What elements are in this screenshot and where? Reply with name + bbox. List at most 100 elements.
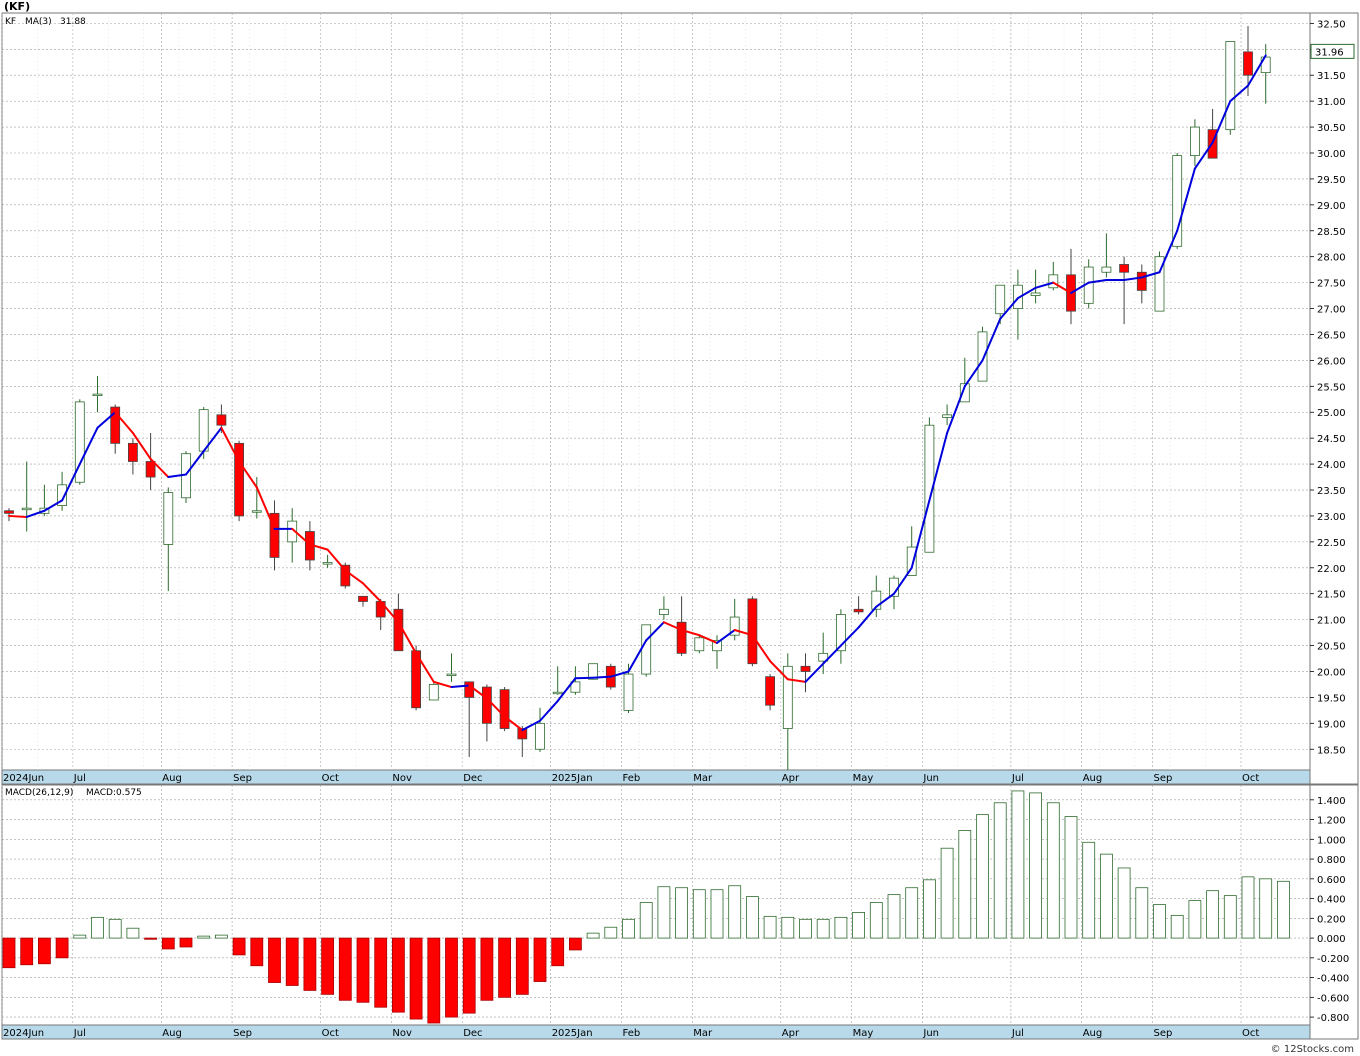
legend-macd: MACD(26,12,9) [5,788,73,798]
macd-bar [356,937,370,1003]
candle-body [234,442,245,517]
macd-tick-label: -0.800 [1317,1013,1349,1024]
ma-segment [1211,100,1232,144]
macd-bar [515,937,529,995]
macd-bar [338,937,352,1001]
macd-bar [887,894,901,939]
price-tick-label: 21.00 [1317,616,1346,627]
ma-segment [1229,84,1249,103]
candle-body [1048,274,1059,289]
candle-body [322,562,333,565]
candle-body [906,546,917,576]
macd-bar [126,927,140,939]
macd-bar [498,937,512,998]
candle-body [1119,264,1129,273]
candle-body [446,673,457,676]
axes: 32.5032.0031.5031.0030.5030.0029.5029.00… [3,19,1355,1039]
ma-segment [539,700,559,722]
candle-body [198,409,209,452]
date-label: Oct [1242,773,1259,784]
price-tick-label: 21.50 [1317,590,1346,601]
ma-segment [662,621,683,632]
macd-bar [374,937,388,1008]
macd-date-label: Aug [162,1028,182,1039]
ma-segment [1140,271,1161,279]
ma-segment [397,621,418,655]
macd-bar [391,937,405,1013]
macd-bar [144,937,158,940]
candle-body [517,728,528,740]
macd-tick-label: 1.000 [1317,835,1346,846]
macd-date-label: Jul [1011,1028,1024,1039]
ma-segment [503,715,524,732]
price-tick-label: 31.50 [1317,71,1346,82]
price-axis-panel [1309,12,1359,785]
macd-bar [321,937,335,995]
ma-segment [1176,167,1196,232]
ma-segment [716,629,736,644]
macd-bar [816,918,830,939]
date-label: Oct [322,773,339,784]
candle-body [712,639,722,652]
candle-body [1172,155,1183,247]
macd-tick-label: -0.600 [1317,993,1349,1004]
date-label: Aug [1083,773,1103,784]
ma-segment [928,431,949,502]
macd-bar [675,887,688,939]
candle-body [74,401,85,483]
macd-date-label: 2024Jun [3,1028,44,1039]
ma-segment [627,639,648,673]
date-label: Feb [623,773,641,784]
ma-segment [220,426,241,463]
ma-segment [1158,229,1179,274]
macd-tick-label: 0.200 [1317,914,1346,925]
macd-bar [214,934,228,939]
candlesticks [4,25,1271,770]
ma-segment [202,426,223,453]
ma-segment [43,499,64,512]
price-tick-label: 19.00 [1317,719,1346,730]
macd-bar [179,937,193,948]
macd-tick-label: 0.800 [1317,855,1346,866]
candle-body [942,414,952,418]
ma-segment [185,450,205,476]
macd-bar [285,937,299,986]
price-tick-label: 31.00 [1317,97,1346,108]
ma-segment [167,473,187,479]
ma-segment [291,527,311,546]
macd-date-label: Jun [922,1028,939,1039]
macd-bar [1223,895,1237,939]
date-label: Aug [162,773,182,784]
candle-body [1030,292,1041,296]
price-tick-label: 24.50 [1317,434,1346,445]
macd-date-label: Mar [693,1028,713,1039]
candle-body [251,510,262,513]
ma-segment [362,582,382,603]
candle-body [411,650,422,709]
macd-bar [799,918,812,939]
date-label: May [853,773,874,784]
last-price-box [1310,43,1355,59]
candle-body [110,406,121,444]
macd-bar [551,937,565,967]
ma-segment [645,621,665,642]
macd-bar [480,937,494,1001]
candle-body [924,424,935,553]
date-label: Mar [693,773,713,784]
date-label: Jul [73,773,86,784]
price-tick-label: 20.50 [1317,642,1346,653]
macd-date-axis-band [1,1024,1311,1040]
candle-body [1154,256,1165,312]
candle-body [977,331,988,382]
macd-bar [73,934,87,939]
macd-bar [604,926,618,939]
ma-segment [78,426,99,466]
macd-bar [976,814,989,939]
ma-segment [131,431,152,460]
date-label: Dec [463,773,482,784]
macd-bar [268,937,281,983]
macd-bar [1153,904,1166,939]
ma-segment [751,634,772,663]
macd-bar [1277,880,1290,939]
